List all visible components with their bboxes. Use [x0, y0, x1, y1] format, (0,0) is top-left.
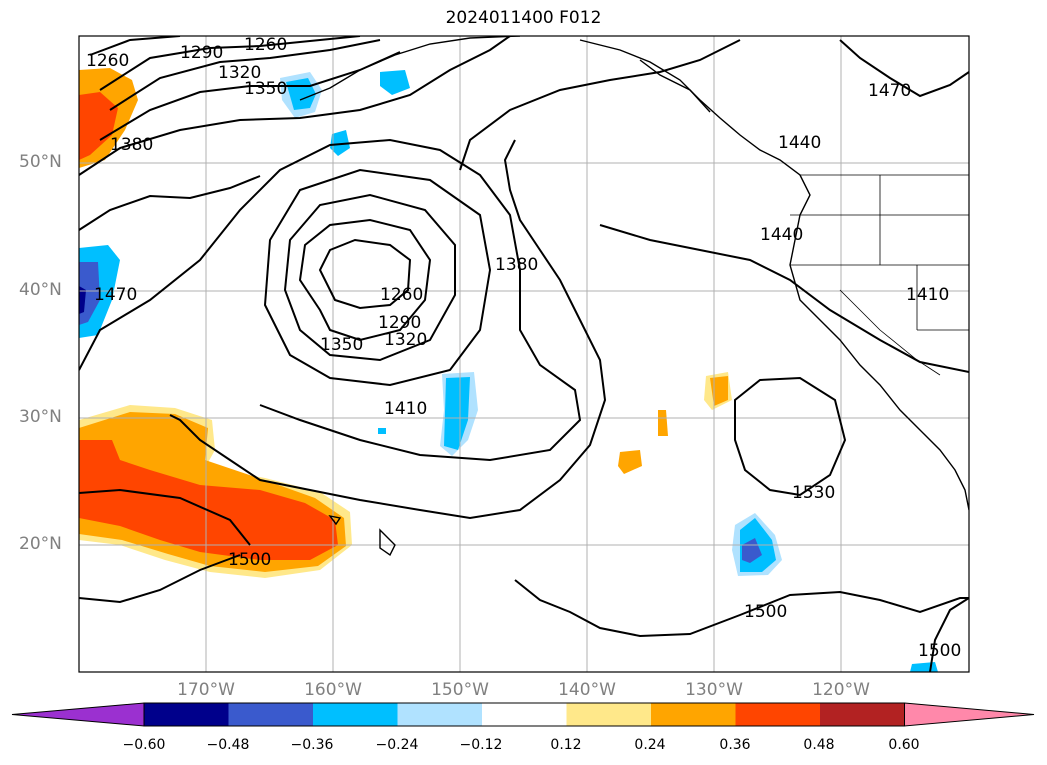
- contour-label: 1290: [378, 313, 421, 333]
- lat-label-20n: 20°N: [19, 534, 62, 554]
- contour-label: 1410: [384, 399, 427, 419]
- contour-label: 1500: [918, 641, 961, 661]
- colorbar-segment: [313, 703, 398, 726]
- lat-label-40n: 40°N: [19, 280, 62, 300]
- contour-label: 1380: [495, 255, 538, 275]
- shaded-orange-west-top: [79, 68, 138, 168]
- contour-label: 1380: [110, 135, 153, 155]
- contour-label: 1260: [380, 285, 423, 305]
- colorbar-tick: 0.12: [550, 737, 582, 753]
- colorbar-tick: −0.48: [206, 737, 250, 753]
- contour-label: 1440: [778, 133, 821, 153]
- colorbar-tick: 0.36: [719, 737, 751, 753]
- colorbar-segment: [651, 703, 736, 726]
- lat-label-30n: 30°N: [19, 407, 62, 427]
- contour-label: 1500: [228, 550, 271, 570]
- contour-label: 1290: [180, 43, 223, 63]
- colorbar-tick: 0.48: [803, 737, 835, 753]
- gridlines: [79, 36, 969, 672]
- contour-label: 1500: [744, 602, 787, 622]
- map-frame: [78, 35, 970, 673]
- colorbar-tick: 0.60: [888, 737, 920, 753]
- contour-label: 1470: [868, 81, 911, 101]
- colorbar-segment: [566, 703, 652, 726]
- contour-label-group: 1260 1290 1260 1320 1350 1380 1470 1440 …: [86, 35, 961, 661]
- colorbar: [11, 702, 1035, 727]
- contour-label: 1410: [906, 285, 949, 305]
- lon-label-120w: 120°W: [812, 680, 870, 700]
- colorbar-extend-high: [904, 702, 1035, 727]
- contour-label: 1470: [94, 285, 137, 305]
- lon-label-140w: 140°W: [558, 680, 616, 700]
- colorbar-segment: [397, 703, 483, 726]
- contour-label: 1320: [218, 63, 261, 83]
- shaded-orange-hawaii: [79, 372, 732, 578]
- map-background: [79, 36, 969, 672]
- colorbar-tick: −0.60: [122, 737, 166, 753]
- lon-label-150w: 150°W: [431, 680, 489, 700]
- contour-lines: [79, 36, 969, 672]
- contour-label: 1440: [760, 225, 803, 245]
- colorbar-tick: 0.24: [634, 737, 666, 753]
- colorbar-segment: [482, 703, 567, 726]
- state-borders: [790, 174, 969, 376]
- contour-label: 1530: [792, 483, 835, 503]
- colorbar-segment: [144, 703, 229, 726]
- lon-label-130w: 130°W: [685, 680, 743, 700]
- colorbar-extend-low: [11, 702, 145, 727]
- lon-label-160w: 160°W: [304, 680, 362, 700]
- colorbar-segment: [820, 703, 905, 726]
- colorbar-segment: [735, 703, 821, 726]
- contour-label: 1350: [320, 335, 363, 355]
- contour-label: 1260: [86, 51, 129, 71]
- colorbar-tick: −0.36: [290, 737, 334, 753]
- contour-label: 1260: [244, 35, 287, 55]
- contour-label: 1350: [244, 79, 287, 99]
- colorbar-frame: [143, 702, 905, 727]
- lat-label-50n: 50°N: [19, 152, 62, 172]
- colorbar-segment: [228, 703, 314, 726]
- colorbar-tick: −0.24: [375, 737, 419, 753]
- map-title: 2024011400 F012: [445, 8, 602, 28]
- contour-label: 1320: [384, 330, 427, 350]
- lon-label-170w: 170°W: [177, 680, 235, 700]
- colorbar-tick: −0.12: [459, 737, 503, 753]
